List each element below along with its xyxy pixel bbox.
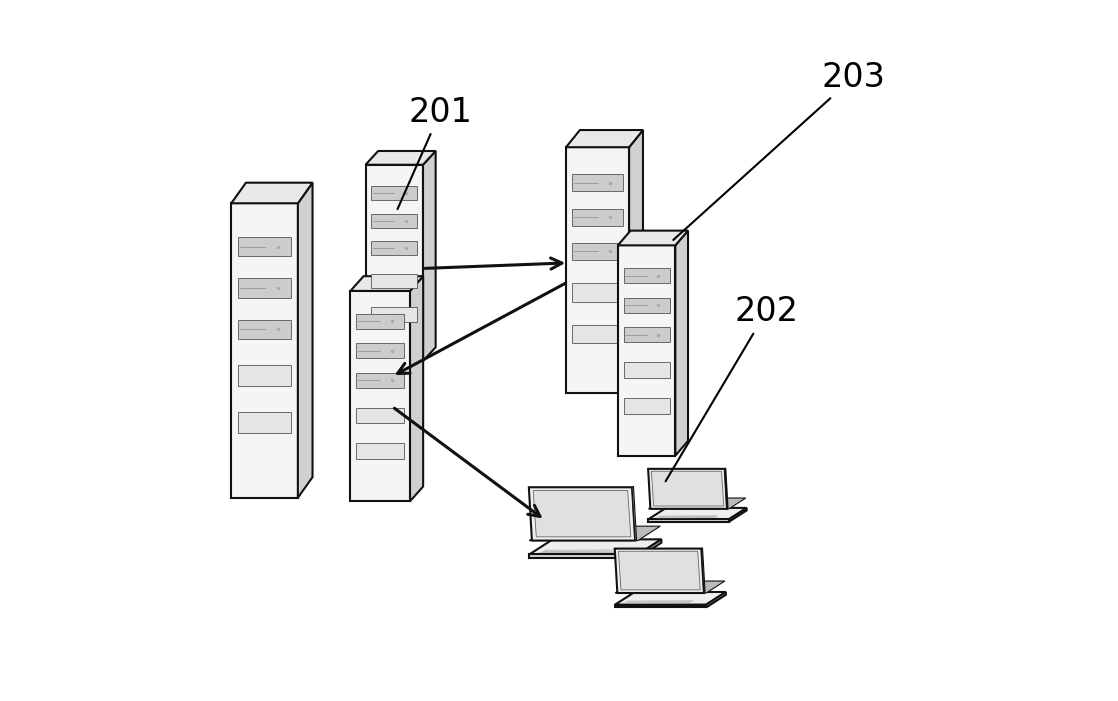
Text: 202: 202 xyxy=(665,295,798,482)
Polygon shape xyxy=(701,548,705,593)
Polygon shape xyxy=(371,214,417,228)
Polygon shape xyxy=(238,278,291,297)
Polygon shape xyxy=(529,539,662,554)
Polygon shape xyxy=(366,151,436,165)
Polygon shape xyxy=(238,320,291,339)
Polygon shape xyxy=(410,276,423,501)
Polygon shape xyxy=(357,407,404,423)
Polygon shape xyxy=(624,298,670,313)
Polygon shape xyxy=(529,554,638,558)
Polygon shape xyxy=(648,508,747,519)
Polygon shape xyxy=(238,411,291,433)
Polygon shape xyxy=(648,498,746,509)
Polygon shape xyxy=(618,551,700,590)
Polygon shape xyxy=(371,273,417,288)
Polygon shape xyxy=(566,130,643,147)
Polygon shape xyxy=(707,592,726,607)
Polygon shape xyxy=(615,549,704,593)
Polygon shape xyxy=(624,327,670,342)
Polygon shape xyxy=(357,373,404,388)
Polygon shape xyxy=(624,362,670,378)
Polygon shape xyxy=(357,444,404,459)
Polygon shape xyxy=(231,203,297,498)
Polygon shape xyxy=(729,508,747,522)
Polygon shape xyxy=(357,314,404,329)
Polygon shape xyxy=(615,592,726,604)
Polygon shape xyxy=(675,231,688,456)
Polygon shape xyxy=(350,291,410,501)
Text: 201: 201 xyxy=(398,95,472,209)
Polygon shape xyxy=(724,468,728,509)
Polygon shape xyxy=(624,398,670,414)
Polygon shape xyxy=(652,471,723,506)
Polygon shape xyxy=(615,604,707,607)
Polygon shape xyxy=(529,526,661,540)
Polygon shape xyxy=(238,365,291,386)
Polygon shape xyxy=(648,469,727,509)
Polygon shape xyxy=(371,307,417,322)
Polygon shape xyxy=(572,283,623,301)
Polygon shape xyxy=(371,241,417,255)
Polygon shape xyxy=(572,325,623,343)
Polygon shape xyxy=(648,519,729,522)
Polygon shape xyxy=(423,151,436,361)
Polygon shape xyxy=(357,343,404,358)
Polygon shape xyxy=(533,491,631,537)
Polygon shape xyxy=(371,186,417,200)
Polygon shape xyxy=(231,183,313,203)
Polygon shape xyxy=(566,147,629,393)
Text: 203: 203 xyxy=(673,60,885,240)
Polygon shape xyxy=(350,276,423,291)
Polygon shape xyxy=(629,130,643,393)
Polygon shape xyxy=(618,231,688,245)
Polygon shape xyxy=(238,237,291,257)
Polygon shape xyxy=(624,268,670,283)
Polygon shape xyxy=(638,539,662,558)
Polygon shape xyxy=(632,486,636,540)
Polygon shape xyxy=(572,209,623,226)
Polygon shape xyxy=(297,183,313,498)
Polygon shape xyxy=(572,243,623,260)
Polygon shape xyxy=(572,175,623,191)
Polygon shape xyxy=(366,165,423,361)
Polygon shape xyxy=(615,581,724,593)
Polygon shape xyxy=(529,487,635,540)
Polygon shape xyxy=(618,245,675,456)
